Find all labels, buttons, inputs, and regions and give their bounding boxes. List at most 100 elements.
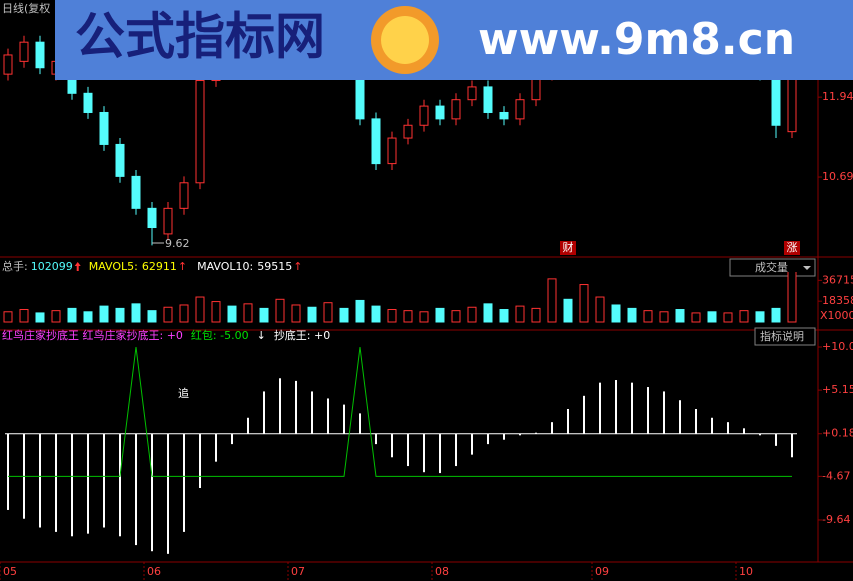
x-tick-label: 10	[739, 565, 753, 578]
volume-bar	[723, 312, 733, 323]
volume-bar	[211, 301, 221, 323]
volume-bar	[739, 310, 749, 323]
watermark-url: www.9m8.cn	[478, 14, 795, 65]
volume-bar	[83, 311, 93, 323]
candle-body	[99, 111, 109, 145]
volume-bar	[179, 304, 189, 323]
legend-label: MAVOL10:	[197, 260, 253, 273]
volume-bar	[643, 310, 653, 323]
candle-body	[771, 73, 781, 126]
button-label[interactable]: 成交量	[755, 260, 788, 274]
candle-body	[419, 105, 429, 126]
volume-bar	[579, 284, 589, 323]
candle-body	[3, 54, 13, 75]
volume-bar	[163, 306, 173, 323]
legend-label: 红包: -5.00	[191, 329, 249, 342]
legend-label: MAVOL5:	[89, 260, 138, 273]
candle-body	[35, 41, 45, 69]
volume-bar	[403, 310, 413, 323]
candle-body	[83, 92, 93, 113]
volume-bar	[355, 299, 365, 323]
candle-body	[451, 99, 461, 120]
x-tick-label: 05	[3, 565, 17, 578]
candle-body	[163, 207, 173, 235]
candle-body	[467, 86, 477, 101]
button[interactable]	[754, 327, 816, 346]
volume-bar	[339, 307, 349, 323]
volume-bar	[547, 278, 557, 323]
volume-bar	[147, 310, 157, 323]
volume-bar	[707, 311, 717, 323]
y-tick-label: -4.67	[822, 469, 850, 482]
candle-body	[483, 86, 493, 113]
signal-line	[8, 346, 792, 477]
volume-bar	[19, 309, 29, 323]
volume-bar	[131, 303, 141, 323]
legend-trend: ↑	[178, 260, 187, 273]
watermark: 公式指标网 www.9m8.cn	[55, 0, 853, 80]
candle-body	[387, 137, 397, 165]
event-marker	[784, 241, 800, 255]
volume-bars	[3, 272, 797, 323]
volume-bar	[499, 309, 509, 323]
button[interactable]	[729, 258, 816, 277]
volume-bar	[115, 307, 125, 323]
candle-body	[435, 105, 445, 120]
volume-bar	[483, 303, 493, 323]
volume-bar	[755, 311, 765, 323]
candle-body	[371, 118, 381, 165]
volume-bar	[691, 312, 701, 323]
volume-bar	[435, 307, 445, 323]
volume-bar	[371, 305, 381, 323]
volume-bar	[195, 296, 205, 323]
legend-value: 102099	[31, 260, 73, 273]
legend-label: 总手:	[2, 259, 28, 273]
legend-label: 红鸟庄家抄底王 红鸟庄家抄底王: +0	[2, 328, 183, 342]
x-tick-label: 07	[291, 565, 305, 578]
y-tick-label: +10.06	[822, 340, 853, 353]
volume-bar	[51, 310, 61, 323]
volume-bar	[259, 307, 269, 323]
legend-label: ↓	[257, 329, 266, 342]
volume-bar	[275, 298, 285, 323]
event-label: 财	[563, 240, 574, 254]
candle-body	[195, 80, 205, 184]
button-label[interactable]: 指标说明	[760, 329, 804, 343]
y-tick-label: 10.69	[822, 170, 853, 183]
volume-bar	[67, 307, 77, 323]
volume-bar	[227, 305, 237, 323]
x-tick-label: 06	[147, 565, 161, 578]
unit-label: X1000	[820, 309, 853, 322]
volume-bar	[3, 311, 13, 323]
candle-body	[131, 175, 141, 209]
legend-value: 62911	[142, 260, 177, 273]
y-tick-label: 36715	[822, 273, 853, 286]
dropdown-arrow	[803, 266, 811, 270]
volume-bar	[675, 309, 685, 323]
volume-bar	[595, 296, 605, 323]
volume-bar	[99, 305, 109, 323]
y-tick-label: 18358	[822, 294, 853, 307]
legend-label: 抄底王: +0	[274, 328, 330, 342]
watermark-band	[55, 0, 853, 80]
candle-body	[147, 207, 157, 229]
y-tick-label: -9.64	[822, 513, 850, 526]
volume-bar	[659, 311, 669, 323]
legend-value: 59515	[257, 260, 292, 273]
volume-bar	[451, 310, 461, 323]
volume-bar	[387, 309, 397, 323]
candle-body	[19, 41, 29, 62]
volume-bar	[771, 307, 781, 323]
volume-bar	[563, 298, 573, 323]
volume-bar	[627, 307, 637, 323]
y-tick-label: +0.182	[822, 427, 853, 440]
legend-trend: ↑	[293, 260, 302, 273]
event-marker	[560, 241, 576, 255]
candle-body	[499, 111, 509, 120]
candle-body	[179, 182, 189, 209]
candle-body	[515, 99, 525, 120]
volume-bar	[419, 311, 429, 323]
x-tick-label: 08	[435, 565, 449, 578]
